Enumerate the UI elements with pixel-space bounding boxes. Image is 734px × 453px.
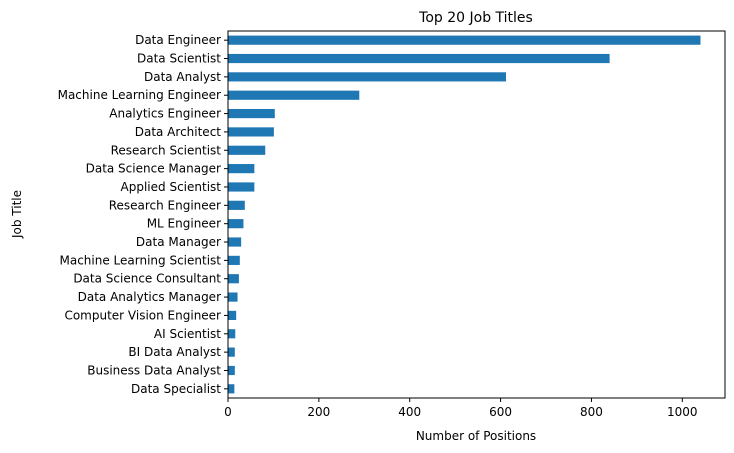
bar <box>228 310 237 321</box>
y-tick-label: Applied Scientist <box>121 180 222 194</box>
x-tick-label: 400 <box>398 405 421 419</box>
y-tick-label: Data Analyst <box>144 70 221 84</box>
y-tick-label: Data Engineer <box>135 33 221 47</box>
bar <box>228 127 274 137</box>
y-axis-label: Job Title <box>10 190 24 239</box>
x-tick-label: 200 <box>307 405 330 419</box>
bar <box>228 384 235 394</box>
x-tick-label: 1000 <box>667 405 698 419</box>
bar <box>228 108 275 119</box>
bar <box>228 72 507 82</box>
y-tick-label: Data Scientist <box>137 52 221 66</box>
y-tick-labels: Data Engineer Data Scientist Data Analyst M… <box>58 33 228 396</box>
bar <box>228 182 255 192</box>
bar <box>228 274 239 284</box>
y-tick-label: Machine Learning Scientist <box>60 253 222 267</box>
bar <box>228 365 235 376</box>
x-ticks: 0 200 400 600 800 1000 <box>224 398 698 419</box>
y-tick-label: AI Scientist <box>154 327 221 341</box>
y-tick-label: Analytics Engineer <box>109 107 221 121</box>
y-tick-label: Data Science Manager <box>86 162 221 176</box>
bar <box>228 145 266 155</box>
bar <box>228 292 238 302</box>
chart-title: Top 20 Job Titles <box>418 10 533 26</box>
y-tick-label: Data Manager <box>136 235 221 249</box>
y-tick-label: Business Data Analyst <box>87 363 221 377</box>
y-tick-label: Machine Learning Engineer <box>58 88 221 102</box>
bar <box>228 255 240 265</box>
x-tick-label: 800 <box>580 405 603 419</box>
y-tick-label: Research Engineer <box>109 198 221 212</box>
bar <box>228 164 255 174</box>
bar <box>228 200 245 210</box>
y-tick-label: Computer Vision Engineer <box>64 308 221 322</box>
bar <box>228 219 244 229</box>
y-tick-label: Data Science Consultant <box>73 272 221 286</box>
bar <box>228 347 235 357</box>
bar <box>228 90 360 100</box>
bar <box>228 329 236 339</box>
y-tick-label: Data Analytics Manager <box>78 290 221 304</box>
y-tick-label: Data Specialist <box>131 382 221 396</box>
y-tick-label: BI Data Analyst <box>128 345 221 359</box>
bar <box>228 237 242 247</box>
x-tick-label: 0 <box>224 405 232 419</box>
bar <box>228 35 701 45</box>
x-tick-label: 600 <box>489 405 512 419</box>
plot-frame <box>227 30 726 399</box>
y-tick-label: ML Engineer <box>147 217 221 231</box>
bars-group <box>228 35 701 394</box>
y-tick-label: Data Architect <box>135 125 222 139</box>
bar <box>228 53 610 64</box>
y-tick-label: Research Scientist <box>111 143 222 157</box>
x-axis-label: Number of Positions <box>416 429 536 443</box>
